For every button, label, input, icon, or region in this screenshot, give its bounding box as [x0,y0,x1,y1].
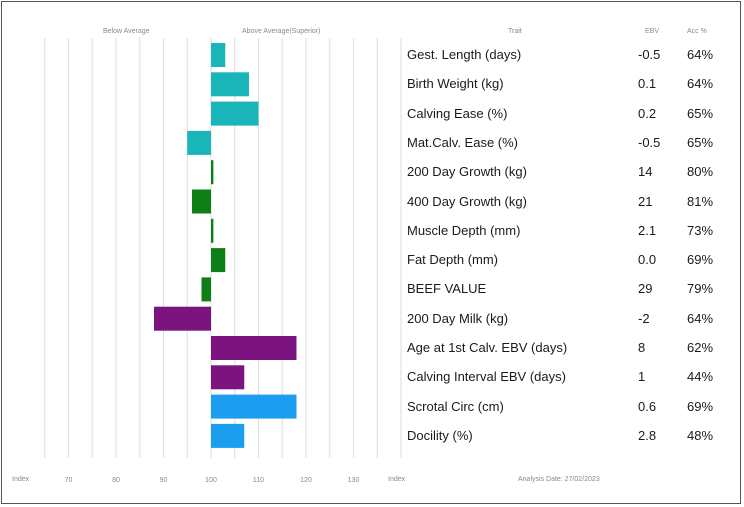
bar-1 [211,72,249,97]
x-tick-label: 120 [300,477,312,484]
ebv-column-header: EBV [645,28,660,35]
trait-ebv-value: 2.1 [638,222,657,238]
trait-name: Scrotal Circ (cm) [407,398,504,414]
trait-name: Fat Depth (mm) [407,252,499,268]
x-tick-label: 130 [348,477,360,484]
trait-ebv-value: 0.6 [638,398,657,414]
trait-name: BEEF VALUE [407,281,487,297]
bar-2 [211,101,259,126]
trait-ebv-value: 0.1 [638,76,657,92]
trait-name: 200 Day Milk (kg) [407,310,509,326]
x-tick-label: 90 [160,477,168,484]
trait-name: Docility (%) [407,427,473,443]
trait-name: Muscle Depth (mm) [407,222,521,238]
trait-name: 200 Day Growth (kg) [407,164,527,180]
trait-acc-value: 44% [687,369,714,385]
bar-4 [211,160,214,185]
trait-ebv-value: 2.8 [638,427,657,443]
trait-column-header: Trait [508,28,522,35]
trait-ebv-value: 29 [638,281,653,297]
bar-7 [211,248,226,273]
bar-chart: 70 80 90 100 110 120 130 [44,38,402,484]
trait-acc-value: 65% [687,105,714,121]
bar-6 [211,218,214,243]
bar-3 [187,130,211,155]
trait-acc-value: 64% [687,76,714,92]
trait-name: 400 Day Growth (kg) [407,193,527,209]
trait-ebv-value: 0.0 [638,252,657,268]
analysis-date: Analysis Date: 27/02/2023 [518,476,600,483]
trait-ebv-value: -2 [638,310,650,326]
trait-acc-value: 64% [687,310,714,326]
index-axis-label-right: Index [388,476,406,483]
trait-acc-value: 79% [687,281,714,297]
trait-acc-value: 73% [687,222,714,238]
bar-13 [211,423,245,448]
trait-ebv-value: -0.5 [638,47,661,62]
x-tick-label: 70 [65,477,73,484]
trait-name: Calving Interval EBV (days) [407,369,566,385]
trait-ebv-value: 0.2 [638,105,657,121]
trait-ebv-value: 21 [638,193,653,209]
trait-ebv-value: 8 [638,340,646,355]
trait-ebv-value: -0.5 [638,134,661,150]
bar-0 [211,43,226,67]
x-tick-label: 100 [205,477,217,484]
x-tick-label: 80 [112,477,120,484]
above-average-header: Above Average(Superior) [242,28,321,35]
below-average-header: Below Average [103,28,150,35]
trait-acc-value: 64% [687,47,714,62]
trait-name: Calving Ease (%) [407,105,508,121]
bar-8 [201,277,211,302]
x-tick-label: 110 [253,477,264,484]
bar-5 [192,189,211,214]
trait-acc-value: 80% [687,164,714,180]
trait-ebv-value: 1 [638,369,646,385]
trait-acc-value: 48% [687,427,714,443]
trait-acc-value: 81% [687,193,714,209]
trait-acc-value: 65% [687,134,714,150]
trait-acc-value: 69% [687,252,714,268]
bar-10 [211,336,297,360]
trait-name: Birth Weight (kg) [407,76,504,92]
acc-column-header: Acc % [687,28,707,35]
trait-ebv-value: 14 [638,164,653,180]
bar-11 [211,365,245,390]
bar-12 [211,394,297,419]
bar-9 [154,306,211,331]
trait-name: Age at 1st Calv. EBV (days) [407,340,568,355]
trait-acc-value: 62% [687,340,714,355]
trait-acc-value: 69% [687,398,714,414]
trait-name: Gest. Length (days) [407,47,522,62]
trait-name: Mat.Calv. Ease (%) [407,134,519,150]
index-axis-label-left: Index [12,476,30,483]
